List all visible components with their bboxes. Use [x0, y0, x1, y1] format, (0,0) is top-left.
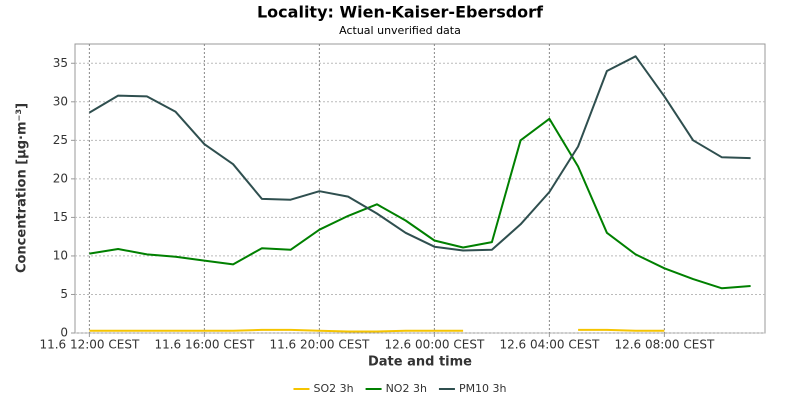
- x-tick-label: 11.6 12:00 CEST: [39, 338, 140, 352]
- y-tick-label: 20: [53, 171, 68, 185]
- series-line: [89, 328, 665, 333]
- x-tick-label: 11.6 16:00 CEST: [154, 338, 255, 352]
- y-tick-label: 0: [60, 326, 68, 340]
- x-axis-label: Date and time: [368, 355, 472, 370]
- y-tick-label: 35: [53, 56, 68, 70]
- y-tick-label: 15: [53, 210, 68, 224]
- legend-label: SO2 3h: [313, 382, 353, 395]
- x-tick-label: 12.6 00:00 CEST: [384, 338, 485, 352]
- chart-subtitle: Actual unverified data: [339, 24, 461, 37]
- chart-title: Locality: Wien-Kaiser-Ebersdorf: [257, 3, 544, 22]
- y-tick-label: 10: [53, 248, 68, 262]
- series-line: [88, 55, 751, 252]
- legend-label: NO2 3h: [386, 382, 427, 395]
- plot-area: [74, 43, 766, 334]
- x-tick-label: 12.6 08:00 CEST: [614, 338, 715, 352]
- series-line: [89, 117, 751, 290]
- x-tick-label: 11.6 20:00 CEST: [269, 338, 370, 352]
- legend: SO2 3h NO2 3h PM10 3h: [293, 382, 507, 395]
- y-tick-label: 30: [53, 94, 68, 108]
- y-axis-label: Concentration [µg·m⁻³]: [15, 103, 30, 273]
- x-tick-label: 12.6 04:00 CEST: [499, 338, 600, 352]
- y-tick-label: 25: [53, 133, 68, 147]
- legend-label: PM10 3h: [459, 382, 507, 395]
- y-tick-label: 5: [60, 287, 68, 301]
